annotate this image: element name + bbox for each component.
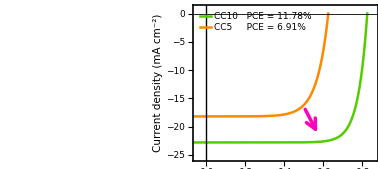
Line: CC5     PCE = 6.91%: CC5 PCE = 6.91% [193, 14, 328, 116]
CC5     PCE = 6.91% [191, 115, 195, 117]
CC5     PCE = 6.91% [326, 13, 330, 15]
CC5     PCE = 6.91% [284, 113, 288, 115]
CC10   PCE = 11.78% [330, 139, 334, 141]
CC10   PCE = 11.78% [261, 141, 266, 143]
CC10   PCE = 11.78% [327, 140, 331, 142]
CC5     PCE = 6.91% [204, 115, 209, 117]
CC5     PCE = 6.91% [250, 115, 255, 117]
CC10   PCE = 11.78% [365, 13, 370, 15]
CC5     PCE = 6.91% [296, 108, 301, 110]
CC10   PCE = 11.78% [191, 141, 195, 143]
Line: CC10   PCE = 11.78%: CC10 PCE = 11.78% [193, 14, 367, 142]
CC10   PCE = 11.78% [267, 141, 272, 143]
Y-axis label: Current density (mA cm⁻²): Current density (mA cm⁻²) [153, 14, 163, 152]
CC5     PCE = 6.91% [245, 115, 250, 117]
CC5     PCE = 6.91% [299, 107, 303, 109]
CC10   PCE = 11.78% [310, 141, 315, 143]
CC10   PCE = 11.78% [208, 141, 213, 143]
Legend: CC10   PCE = 11.78%, CC5     PCE = 6.91%: CC10 PCE = 11.78%, CC5 PCE = 6.91% [197, 10, 315, 35]
